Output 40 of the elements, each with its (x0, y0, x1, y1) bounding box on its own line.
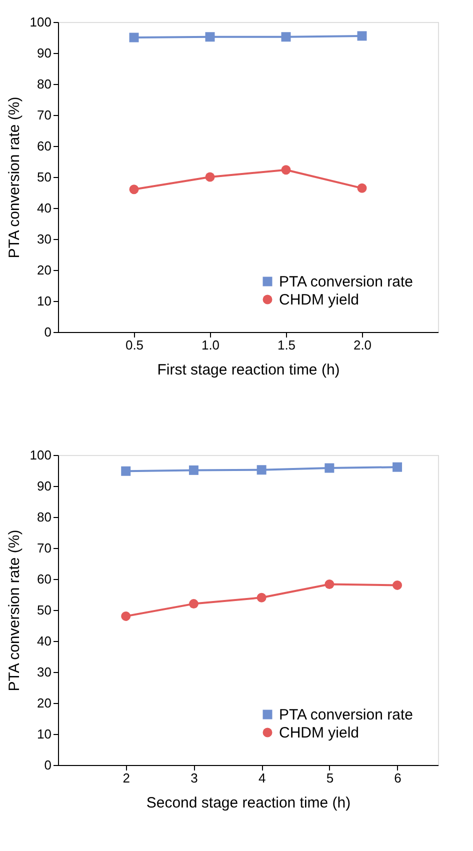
x-tick-label: 6 (394, 770, 402, 786)
x-tick-label: 4 (258, 770, 266, 786)
y-tick-label: 40 (37, 200, 52, 216)
legend-label: PTA conversion rate (279, 274, 413, 290)
x-tick-label: 2 (122, 770, 130, 786)
x-tick-label: 2.0 (353, 338, 372, 352)
y-tick-label: 100 (30, 448, 52, 462)
x-axis-title: Second stage reaction time (h) (146, 794, 351, 812)
x-axis-title: First stage reaction time (h) (157, 362, 340, 378)
y-axis-title: PTA conversion rate (%) (6, 530, 23, 692)
y-tick-label: 80 (37, 76, 52, 92)
y-tick-label: 100 (30, 14, 52, 30)
y-axis-title: PTA conversion rate (%) (6, 96, 23, 258)
y-tick-label: 30 (37, 664, 52, 680)
x-tick-label: 3 (190, 770, 198, 786)
y-tick-label: 20 (37, 696, 52, 710)
y-tick-label: 50 (37, 602, 52, 618)
x-tick-label: 5 (326, 770, 334, 786)
y-tick-label: 60 (37, 572, 52, 586)
y-tick-label: 10 (37, 726, 52, 742)
y-tick-label: 70 (37, 108, 52, 122)
y-tick-label: 0 (44, 758, 52, 772)
x-tick-label: 0.5 (125, 338, 144, 352)
y-tick-label: 80 (37, 510, 52, 524)
y-tick-label: 90 (37, 478, 52, 494)
y-tick-label: 10 (37, 294, 52, 308)
y-tick-label: 50 (37, 170, 52, 184)
point (324, 580, 334, 590)
legend-label: CHDM yield (279, 292, 360, 308)
y-tick-label: 40 (37, 634, 52, 648)
y-tick-label: 60 (37, 138, 52, 154)
y-tick-label: 0 (44, 324, 52, 340)
y-tick-label: 70 (37, 540, 52, 556)
y-tick-label: 20 (37, 262, 52, 278)
legend-label: CHDM yield (279, 724, 360, 742)
y-tick-label: 30 (37, 232, 52, 246)
x-tick-label: 1.5 (277, 338, 296, 352)
legend-label: PTA conversion rate (279, 706, 413, 724)
y-tick-label: 90 (37, 46, 52, 60)
x-tick-label: 1.0 (201, 338, 220, 352)
